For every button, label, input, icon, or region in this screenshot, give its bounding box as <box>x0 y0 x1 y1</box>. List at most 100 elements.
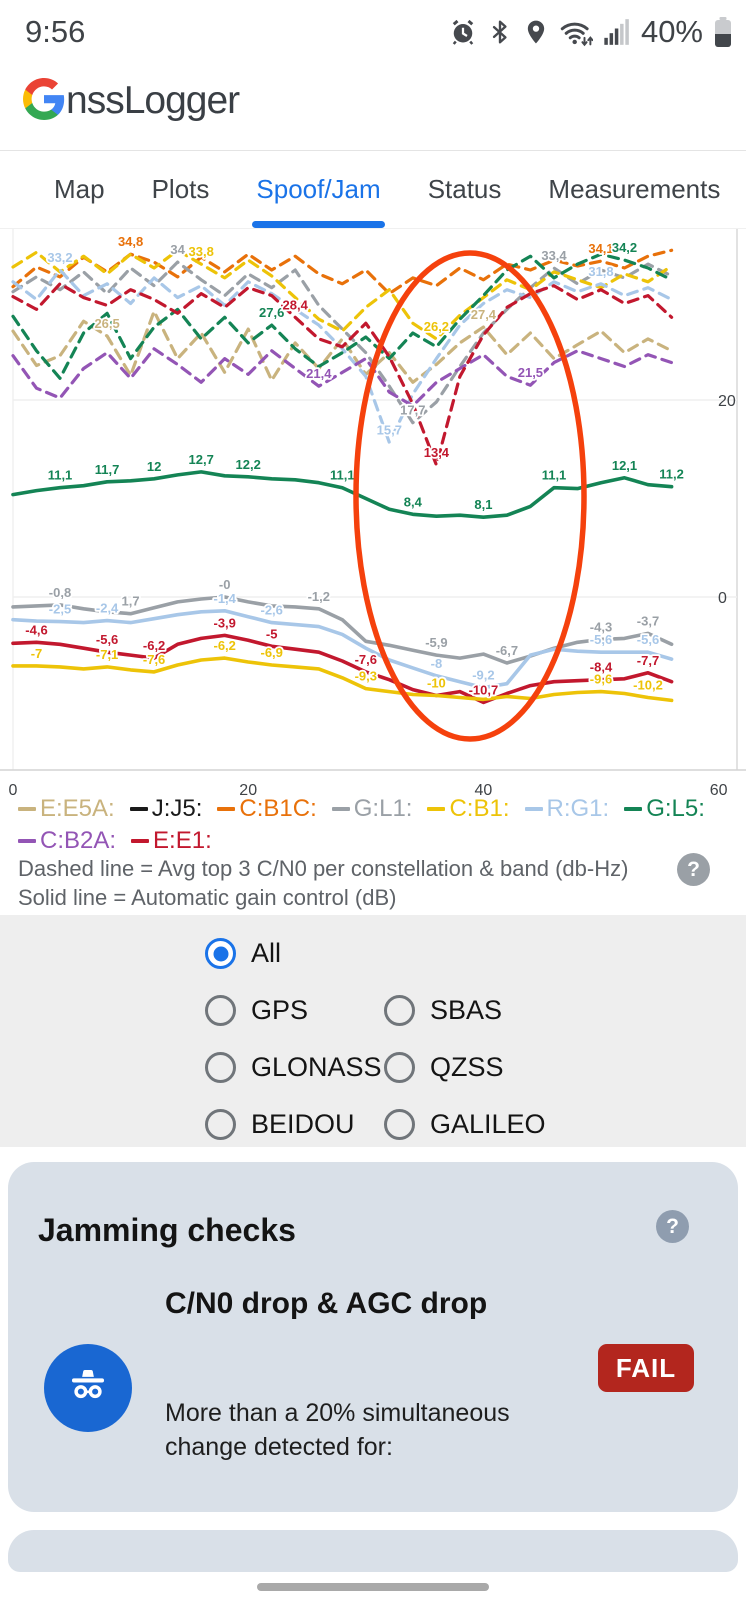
svg-text:34,2: 34,2 <box>612 240 637 255</box>
constellation-filter-section: All GPS SBAS GLONASS QZSS BEIDOU GALILEO <box>0 915 746 1147</box>
app-header: nssLogger <box>22 70 240 132</box>
svg-text:8,4: 8,4 <box>404 494 423 509</box>
cn0-agc-chart[interactable]: 11,1 11,7 12 12,7 12,2 11,1 8,4 8,1 11,1 12,1 11,2… <box>0 229 746 804</box>
question-mark-icon: ? <box>687 857 700 881</box>
svg-text:-6,2: -6,2 <box>213 638 235 653</box>
svg-text:-6,9: -6,9 <box>260 645 282 660</box>
svg-text:21,5: 21,5 <box>518 365 543 380</box>
svg-text:40: 40 <box>475 782 493 799</box>
signal-strength-icon <box>602 17 630 47</box>
jamming-help-button[interactable]: ? <box>656 1210 689 1243</box>
svg-text:-5,6: -5,6 <box>637 632 659 647</box>
legend-item-4: C:B1: <box>427 795 510 823</box>
svg-text:21,4: 21,4 <box>306 366 332 381</box>
tab-active-underline <box>252 221 385 228</box>
legend-item-7: C:B2A: <box>18 827 116 855</box>
legend-dash-icon <box>129 807 148 811</box>
svg-text:11,7: 11,7 <box>95 462 120 477</box>
radio-button-icon <box>205 1109 236 1140</box>
radio-qzss[interactable]: QZSS <box>384 1039 746 1096</box>
navigation-handle[interactable] <box>257 1583 489 1591</box>
tab-map[interactable]: Map <box>54 174 105 204</box>
svg-text:34,8: 34,8 <box>118 234 143 249</box>
question-mark-icon: ? <box>666 1214 679 1238</box>
svg-text:20: 20 <box>718 393 736 410</box>
radio-gps[interactable]: GPS <box>205 982 384 1039</box>
svg-text:-9,2: -9,2 <box>472 668 494 683</box>
check-heading[interactable]: C/N0 drop & AGC drop <box>165 1287 488 1320</box>
svg-text:26,5: 26,5 <box>94 316 119 331</box>
tab-spoof-jam[interactable]: Spoof/Jam <box>252 151 385 228</box>
radio-button-icon <box>384 1052 415 1083</box>
radio-sbas[interactable]: SBAS <box>384 982 746 1039</box>
legend-item-6: G:L5: <box>624 795 705 823</box>
svg-text:-1,2: -1,2 <box>308 589 330 604</box>
svg-text:60: 60 <box>710 782 728 799</box>
legend-item-1: J:J5: <box>129 795 202 823</box>
svg-text:-7,6: -7,6 <box>143 652 165 667</box>
legend-dash-icon <box>427 807 446 811</box>
svg-text:-10,2: -10,2 <box>633 678 663 693</box>
fail-status-badge[interactable]: FAIL <box>598 1344 694 1392</box>
status-bar: 9:56 <box>0 0 746 62</box>
svg-text:-7,7: -7,7 <box>637 653 659 668</box>
svg-text:12,2: 12,2 <box>236 457 261 472</box>
tab-bar: Map Plots Spoof/Jam Status Measurements <box>0 151 746 229</box>
bluetooth-icon <box>487 17 513 47</box>
svg-text:11,1: 11,1 <box>330 468 355 483</box>
app-title: nssLogger <box>66 79 240 122</box>
svg-text:-4,3: -4,3 <box>590 619 612 634</box>
svg-text:27,4: 27,4 <box>471 307 497 322</box>
svg-text:15,7: 15,7 <box>377 422 402 437</box>
tab-measurements[interactable]: Measurements <box>548 174 721 204</box>
chart-legend: E:E5A: J:J5: C:B1C: G:L1: C:B1: R:G1: G:… <box>18 795 732 855</box>
legend-dash-icon <box>524 807 543 811</box>
svg-text:-8: -8 <box>431 656 443 671</box>
svg-text:33,8: 33,8 <box>189 244 214 259</box>
radio-galileo[interactable]: GALILEO <box>384 1096 746 1153</box>
tab-status[interactable]: Status <box>427 174 502 204</box>
jamming-check-row[interactable] <box>44 1344 132 1432</box>
svg-text:0: 0 <box>718 590 727 607</box>
radio-button-icon <box>205 938 236 969</box>
tab-plots[interactable]: Plots <box>151 174 210 204</box>
legend-item-8: E:E1: <box>131 827 212 855</box>
svg-text:-4,6: -4,6 <box>25 622 47 637</box>
svg-text:-0,8: -0,8 <box>49 585 71 600</box>
status-time: 9:56 <box>25 14 86 49</box>
wifi-icon <box>559 16 593 48</box>
svg-text:27,6: 27,6 <box>259 305 284 320</box>
chart-canvas[interactable]: 11,1 11,7 12 12,7 12,2 11,1 8,4 8,1 11,1 12,1 11,2… <box>0 229 746 804</box>
svg-text:-3,9: -3,9 <box>213 615 235 630</box>
svg-text:34: 34 <box>170 242 185 257</box>
incognito-detective-icon <box>62 1360 114 1417</box>
legend-dash-icon <box>331 807 350 811</box>
legend-dash-icon <box>18 807 36 811</box>
legend-dash-icon <box>18 839 36 843</box>
svg-text:-9,3: -9,3 <box>355 669 377 684</box>
radio-button-icon <box>205 1052 236 1083</box>
radio-button-icon <box>205 995 236 1026</box>
status-icons: 40% <box>448 14 734 50</box>
svg-text:12,1: 12,1 <box>612 458 637 473</box>
constellation-radio-grid: All GPS SBAS GLONASS QZSS BEIDOU GALILEO <box>0 915 746 1153</box>
svg-text:33,2: 33,2 <box>47 250 72 265</box>
svg-text:-7,1: -7,1 <box>96 647 118 662</box>
svg-text:28,4: 28,4 <box>283 297 309 312</box>
radio-glonass[interactable]: GLONASS <box>205 1039 384 1096</box>
chart-help-button[interactable]: ? <box>677 853 710 886</box>
svg-text:11,1: 11,1 <box>48 468 73 483</box>
svg-text:31,8: 31,8 <box>588 264 613 279</box>
svg-text:11,1: 11,1 <box>542 468 567 483</box>
legend-item-2: C:B1C: <box>217 795 317 823</box>
svg-text:17,7: 17,7 <box>400 403 425 418</box>
legend-dash-icon <box>217 807 236 811</box>
svg-text:-7,6: -7,6 <box>355 652 377 667</box>
svg-text:-10,7: -10,7 <box>469 682 499 697</box>
svg-text:-2,5: -2,5 <box>49 602 71 617</box>
svg-text:-5,6: -5,6 <box>96 632 118 647</box>
svg-text:1,7: 1,7 <box>122 594 140 609</box>
radio-beidou[interactable]: BEIDOU <box>205 1096 384 1153</box>
radio-all[interactable]: All <box>205 925 746 982</box>
